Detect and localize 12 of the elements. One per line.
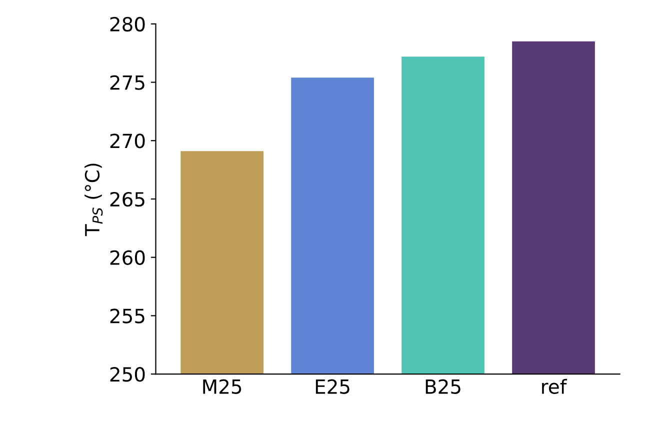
y-tick-label: 260 [110,250,145,266]
y-axis-title: T$_{PS}$ (°C) [84,164,103,236]
y-tick-label: 270 [110,134,145,148]
x-tick-label: M25 [203,379,242,394]
x-tick-label: B25 [426,379,460,394]
y-tick-label: 255 [110,308,144,324]
y-tick-label: 250 [110,367,145,382]
x-tick-label: E25 [316,379,350,394]
y-tick-label: 280 [110,16,145,32]
y-tick-label: 265 [110,192,144,207]
x-tick-label: ref [542,378,568,394]
y-tick-label: 275 [110,75,144,90]
